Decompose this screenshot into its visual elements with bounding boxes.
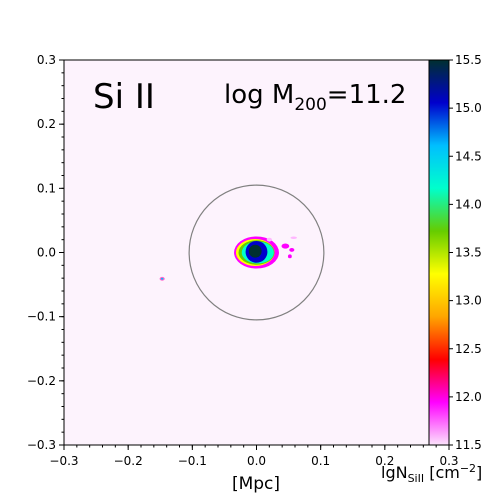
virial-radius-circle: [188, 184, 325, 321]
y-tick-label: −0.2: [27, 374, 56, 388]
colorbar-label-close: ]: [476, 463, 482, 482]
mass-label-value: =11.2: [327, 80, 407, 110]
colorbar: [428, 59, 450, 446]
x-tick-label: 0.0: [247, 454, 266, 468]
y-tick-label: −0.3: [27, 438, 56, 452]
y-axis: 0.3 0.2 0.1 0.0 −0.1 −0.2 −0.3: [27, 53, 64, 452]
colorbar-label-exponent: −2: [460, 462, 476, 475]
mass-label: log M200=11.2: [224, 80, 406, 115]
colorbar-label-unit: [cm: [424, 463, 460, 482]
density-blob: [248, 244, 262, 258]
colorbar-tick-label: 12.0: [455, 390, 482, 404]
colorbar-tick-label: 15.0: [455, 101, 482, 115]
y-tick-label: 0.2: [37, 117, 56, 131]
colorbar-label-subscript: SiII: [408, 472, 425, 485]
colorbar-label: lgNSiII [cm−2]: [381, 462, 482, 485]
x-tick-label: 0.3: [439, 454, 458, 468]
density-blob: [266, 237, 272, 242]
x-axis-label: [Mpc]: [232, 474, 280, 494]
colorbar-tick-label: 13.0: [455, 294, 482, 308]
ion-label: Si II: [93, 77, 155, 117]
x-tick-label: −0.1: [178, 454, 207, 468]
density-blob: [287, 254, 292, 259]
colorbar-tick-label: 13.5: [455, 246, 482, 260]
x-tick-label: −0.2: [114, 454, 143, 468]
mass-label-prefix: log M: [224, 80, 294, 110]
colorbar-label-main: lgN: [381, 463, 408, 482]
y-tick-label: 0.0: [37, 246, 56, 260]
colorbar-tick-label: 11.5: [455, 438, 482, 452]
x-tick-label: −0.3: [49, 454, 78, 468]
x-tick-label: 0.2: [375, 454, 394, 468]
colorbar-tick-label: 12.5: [455, 342, 482, 356]
colorbar-tick-label: 14.0: [455, 197, 482, 211]
x-axis: −0.3 −0.2 −0.1 0.0 0.1 0.2 0.3: [49, 445, 459, 468]
density-blob: [290, 236, 297, 240]
colorbar-ticks: 15.5 15.0 14.5 14.0 13.5 13.0 12.5 12.0 11.5: [449, 53, 482, 452]
column-density-map: [159, 236, 297, 281]
density-blob: [281, 243, 290, 249]
colorbar-tick-label: 14.5: [455, 149, 482, 163]
y-tick-label: 0.3: [37, 53, 56, 67]
density-blob: [289, 248, 295, 252]
x-tick-label: 0.1: [311, 454, 330, 468]
colorbar-tick-label: 15.5: [455, 53, 482, 67]
mass-label-subscript: 200: [294, 95, 326, 115]
density-blob: [160, 277, 164, 280]
y-tick-label: 0.1: [37, 181, 56, 195]
y-tick-label: −0.1: [27, 310, 56, 324]
